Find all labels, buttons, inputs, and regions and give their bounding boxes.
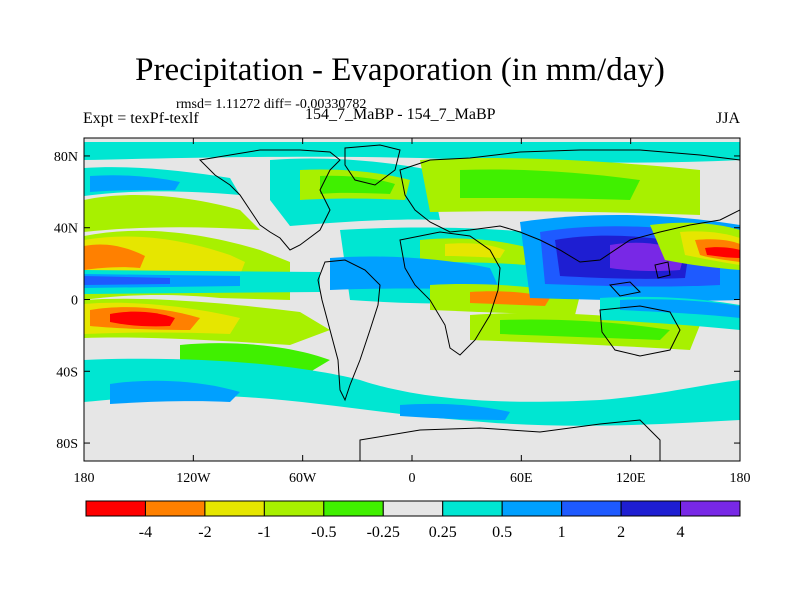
lat-tick-label: 0 [71, 294, 78, 309]
coastlines [198, 144, 740, 461]
season-label: JJA [715, 110, 740, 127]
colorbar-label: -2 [198, 524, 211, 541]
colorbar-swatch [501, 500, 563, 517]
contour-band [500, 319, 670, 340]
contour-band [110, 380, 240, 404]
colorbar-swatch [204, 500, 265, 517]
continent-outline [317, 259, 381, 402]
colorbar-swatch [144, 500, 206, 517]
contour-band [460, 169, 640, 200]
lon-tick-label: 180 [74, 471, 95, 486]
colorbar-label: -4 [139, 524, 152, 541]
lon-tick-label: 0 [409, 471, 416, 486]
colorbar-label: 2 [617, 524, 625, 541]
continent-outline [344, 144, 401, 186]
lat-tick-label: 40N [54, 222, 78, 237]
contour-band [84, 244, 145, 270]
chart-title: Precipitation - Evaporation (in mm/day) [135, 52, 665, 88]
colorbar-label: 0.5 [492, 524, 512, 541]
continent-outline [359, 419, 661, 461]
colorbar-label: 1 [558, 524, 566, 541]
contour-band [110, 311, 175, 327]
colorbar-swatch [442, 500, 503, 517]
contour-band [445, 243, 505, 258]
contour-band [180, 343, 330, 372]
colorbar-swatch [263, 500, 325, 517]
lon-tick-label: 120E [616, 471, 646, 486]
colorbar-swatch [323, 500, 384, 517]
contour-band [620, 299, 740, 318]
contour-band [400, 403, 510, 420]
lat-tick-label: 80N [54, 150, 78, 165]
contour-band [330, 256, 500, 290]
continent-outline [599, 305, 681, 357]
colorbar-label: 4 [677, 524, 685, 541]
case-label: 154_7_MaBP - 154_7_MaBP [305, 106, 496, 123]
lat-tick-label: 40S [56, 365, 78, 380]
colorbar-label: -0.25 [367, 524, 400, 541]
colorbar-label: -0.5 [311, 524, 336, 541]
colorbar-swatch [620, 500, 682, 517]
colorbar-swatch [85, 500, 146, 517]
stats-label: rmsd= 1.11272 diff= -0.00330782 [176, 97, 367, 112]
contour-band [705, 247, 740, 258]
lon-tick-label: 60E [510, 471, 533, 486]
contour-band [90, 175, 180, 192]
contour-band [320, 175, 395, 194]
contour-band [84, 195, 260, 232]
colorbar-swatch [680, 500, 741, 517]
continent-outline [399, 149, 740, 263]
colorbar: -4 -2 -1 -0.5 -0.25 0.25 0.5 1 2 4 [85, 500, 741, 541]
contour-band [84, 358, 740, 426]
continent-outline [198, 149, 341, 251]
continent-outline [609, 281, 642, 297]
colorbar-swatch [561, 500, 622, 517]
continent-outline [399, 231, 501, 356]
field-contours [84, 142, 740, 426]
contour-band [84, 276, 170, 285]
colorbar-label: -1 [258, 524, 271, 541]
lon-tick-label: 120W [176, 471, 211, 486]
lon-tick-label: 60W [289, 471, 317, 486]
experiment-label: Expt = texPf-texlf [83, 110, 199, 127]
continent-outline [654, 261, 671, 279]
lon-tick-label: 180 [730, 471, 751, 486]
colorbar-label: 0.25 [429, 524, 457, 541]
lat-tick-label: 80S [56, 437, 78, 452]
colorbar-swatch [382, 500, 444, 517]
contour-band [84, 142, 740, 163]
axis-ticks: 180 120W 60W 0 60E 120E 180 80N 40N 0 40S 80S [54, 138, 751, 486]
